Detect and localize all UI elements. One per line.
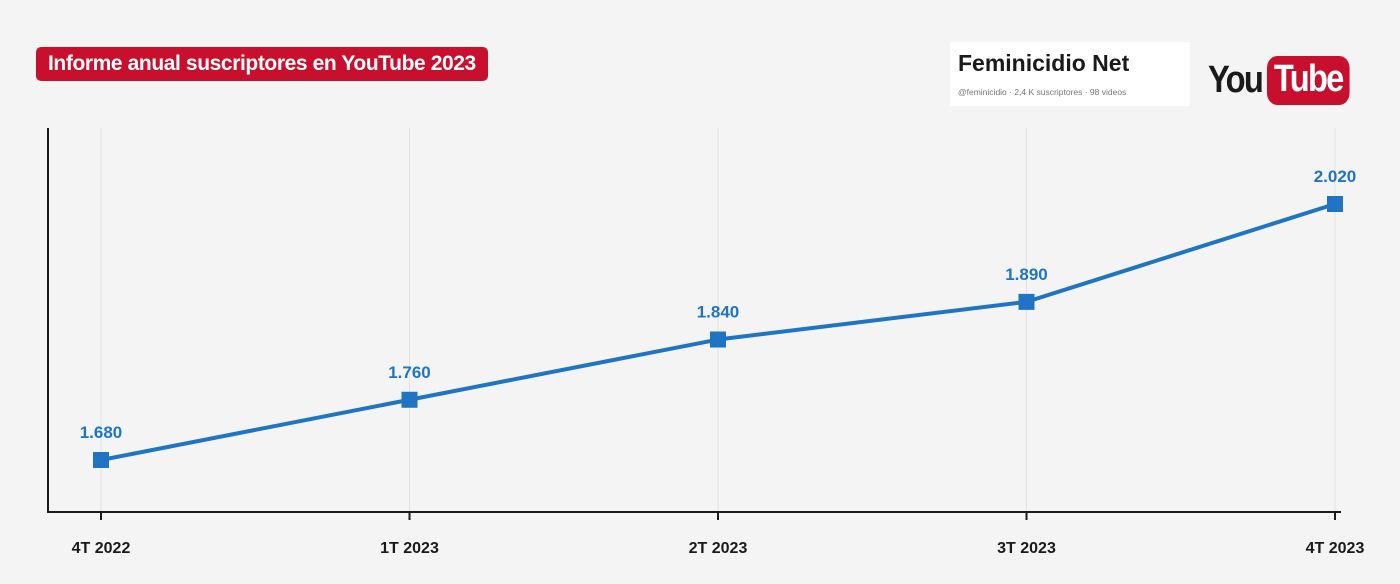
data-point-marker xyxy=(1327,196,1343,212)
data-label: 2.020 xyxy=(1314,167,1357,186)
data-point-marker xyxy=(93,452,109,468)
chart-title-badge: Informe anual suscriptores en YouTube 20… xyxy=(36,47,488,81)
youtube-logo-tube: Tube xyxy=(1266,55,1350,105)
youtube-logo-you: You xyxy=(1208,58,1264,101)
data-label: 1.840 xyxy=(697,303,740,322)
x-tick-label: 1T 2023 xyxy=(380,540,439,557)
data-point-marker xyxy=(401,391,418,408)
x-tick-label: 4T 2023 xyxy=(1306,540,1365,557)
channel-meta: @feminicidio · 2,4 K suscriptores · 98 v… xyxy=(958,87,1127,97)
data-point-marker xyxy=(1018,293,1035,310)
data-label: 1.760 xyxy=(388,363,431,382)
data-label: 1.890 xyxy=(1005,265,1048,284)
channel-name: Feminicidio Net xyxy=(958,50,1130,76)
youtube-logo: You Tube xyxy=(1208,52,1363,108)
x-tick-label: 3T 2023 xyxy=(997,540,1056,557)
data-label: 1.680 xyxy=(80,423,123,442)
x-tick-label: 4T 2022 xyxy=(72,540,131,557)
x-tick-label: 2T 2023 xyxy=(689,540,748,557)
channel-card: Feminicidio Net @feminicidio · 2,4 K sus… xyxy=(950,42,1190,106)
data-point-marker xyxy=(710,331,726,348)
